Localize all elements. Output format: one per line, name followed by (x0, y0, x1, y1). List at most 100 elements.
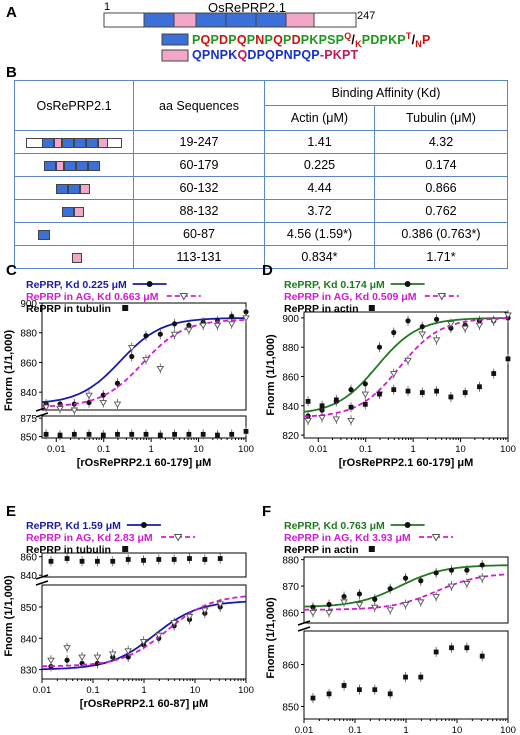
data-point (243, 429, 249, 434)
pink-repeat-1 (173, 12, 197, 28)
data-point (79, 558, 85, 564)
data-point (478, 575, 486, 582)
x-tick-label: 10 (190, 685, 201, 696)
table-row: 60-179 0.225 0.174 (14, 153, 509, 177)
legend-label: RePRP, Kd 0.174 μM (284, 279, 385, 291)
data-point (94, 660, 101, 666)
legend-marker (146, 281, 153, 287)
data-point (156, 365, 165, 373)
legend-label: RePRP in AG, Kd 3.93 μM (284, 532, 411, 544)
x-axis-label: [rOsRePRP2.1 60-179] μM (77, 457, 212, 469)
fit-curve (41, 600, 247, 671)
data-point (201, 607, 209, 614)
data-point (448, 394, 454, 400)
y-tick-label: 880 (282, 556, 299, 567)
data-point (199, 322, 207, 330)
sequence-residue: Q (273, 33, 284, 47)
data-point (64, 556, 70, 561)
end-residue-label: 247 (357, 10, 375, 22)
x-tick-label: 10 (452, 725, 463, 735)
data-point (370, 604, 379, 612)
row-tubulin: 1.71* (373, 245, 509, 269)
y-axis-label: Fnorm (1/1,000) (265, 334, 277, 416)
x-tick-label: 100 (500, 444, 516, 455)
legend-label: RePRP in tubulin (26, 303, 111, 315)
data-point (389, 371, 398, 378)
data-point (142, 357, 150, 364)
pink-repeat-2 (285, 12, 315, 28)
data-point (376, 344, 383, 350)
data-point (125, 557, 131, 562)
y-tick-label: 860 (282, 608, 299, 619)
legend-marker (122, 305, 129, 311)
fit-curve (41, 319, 247, 408)
data-point (310, 604, 316, 610)
sequence-residue: D (291, 33, 301, 47)
y-tick-label: 875 (20, 414, 37, 425)
data-point (100, 392, 106, 398)
x-tick-label: 0.01 (309, 444, 328, 455)
x-tick-label: 0.1 (359, 444, 372, 455)
y-tick-label: 860 (20, 358, 37, 369)
data-point (185, 613, 194, 621)
y-tick-label: 850 (20, 433, 37, 444)
data-point (47, 657, 55, 665)
x-axis-label: [rOsRePRP2.1 60-87] μM (80, 698, 208, 710)
y-tick-label: 850 (282, 702, 299, 713)
legend-marker (368, 305, 375, 311)
y-tick-label: 840 (20, 388, 37, 399)
row-seq: 19-247 (133, 130, 265, 154)
y-tick-label: 850 (20, 603, 37, 614)
data-point (78, 654, 86, 661)
data-point (99, 400, 108, 407)
data-point (143, 333, 149, 339)
row-tubulin: 0.174 (373, 153, 509, 177)
data-point (463, 580, 471, 588)
sequence-residue: DPQPNPQP (247, 48, 320, 62)
construct-diagram (14, 130, 134, 154)
table-row: 113-131 0.834* 1.71* (14, 245, 509, 269)
table-row: 60-87 4.56 (1.59*) 0.386 (0.763*) (14, 222, 509, 246)
row-seq: 113-131 (133, 245, 265, 269)
data-point (63, 645, 71, 652)
legend-label: RePRP in actin (284, 544, 359, 556)
header-binding-affinity-text: Binding Affinity (Kd) (331, 86, 441, 100)
fit-curve (42, 595, 247, 668)
sequence-residue: PDPKP (361, 33, 406, 47)
header-actin: Actin (μM) (264, 105, 375, 131)
row-actin: 0.834* (264, 245, 375, 269)
y-tick-label: 860 (282, 661, 299, 672)
y-tick-label: 880 (20, 329, 37, 340)
data-point (491, 371, 497, 376)
data-point (143, 431, 149, 437)
data-point (461, 325, 469, 332)
data-point (377, 391, 382, 397)
y-tick-label: 900 (20, 299, 37, 310)
axis-break (297, 626, 311, 632)
data-point (110, 558, 116, 564)
data-point (401, 602, 410, 609)
legend-marker (404, 281, 411, 287)
row-actin: 4.56 (1.59*) (264, 222, 375, 246)
data-point (448, 567, 455, 573)
y-tick-label: 860 (282, 372, 299, 383)
row-tubulin: 0.386 (0.763*) (373, 222, 509, 246)
data-point (71, 431, 77, 437)
data-point (464, 645, 470, 651)
sequence-residue: P (192, 33, 201, 47)
data-point (372, 596, 378, 602)
fit-curve (303, 564, 509, 608)
data-point (171, 557, 177, 562)
data-point (304, 417, 312, 425)
sequence-residue: QPNPK (192, 48, 238, 62)
start-residue-label: 1 (104, 1, 110, 13)
blue-repeat-2 (195, 12, 227, 28)
fit-curve (304, 573, 509, 611)
sequence-residue: P (228, 33, 237, 47)
data-point (48, 558, 54, 564)
data-point (475, 322, 484, 330)
data-point (403, 674, 408, 680)
data-point (418, 674, 424, 680)
y-tick-label: 840 (20, 634, 37, 645)
data-point (309, 609, 317, 617)
